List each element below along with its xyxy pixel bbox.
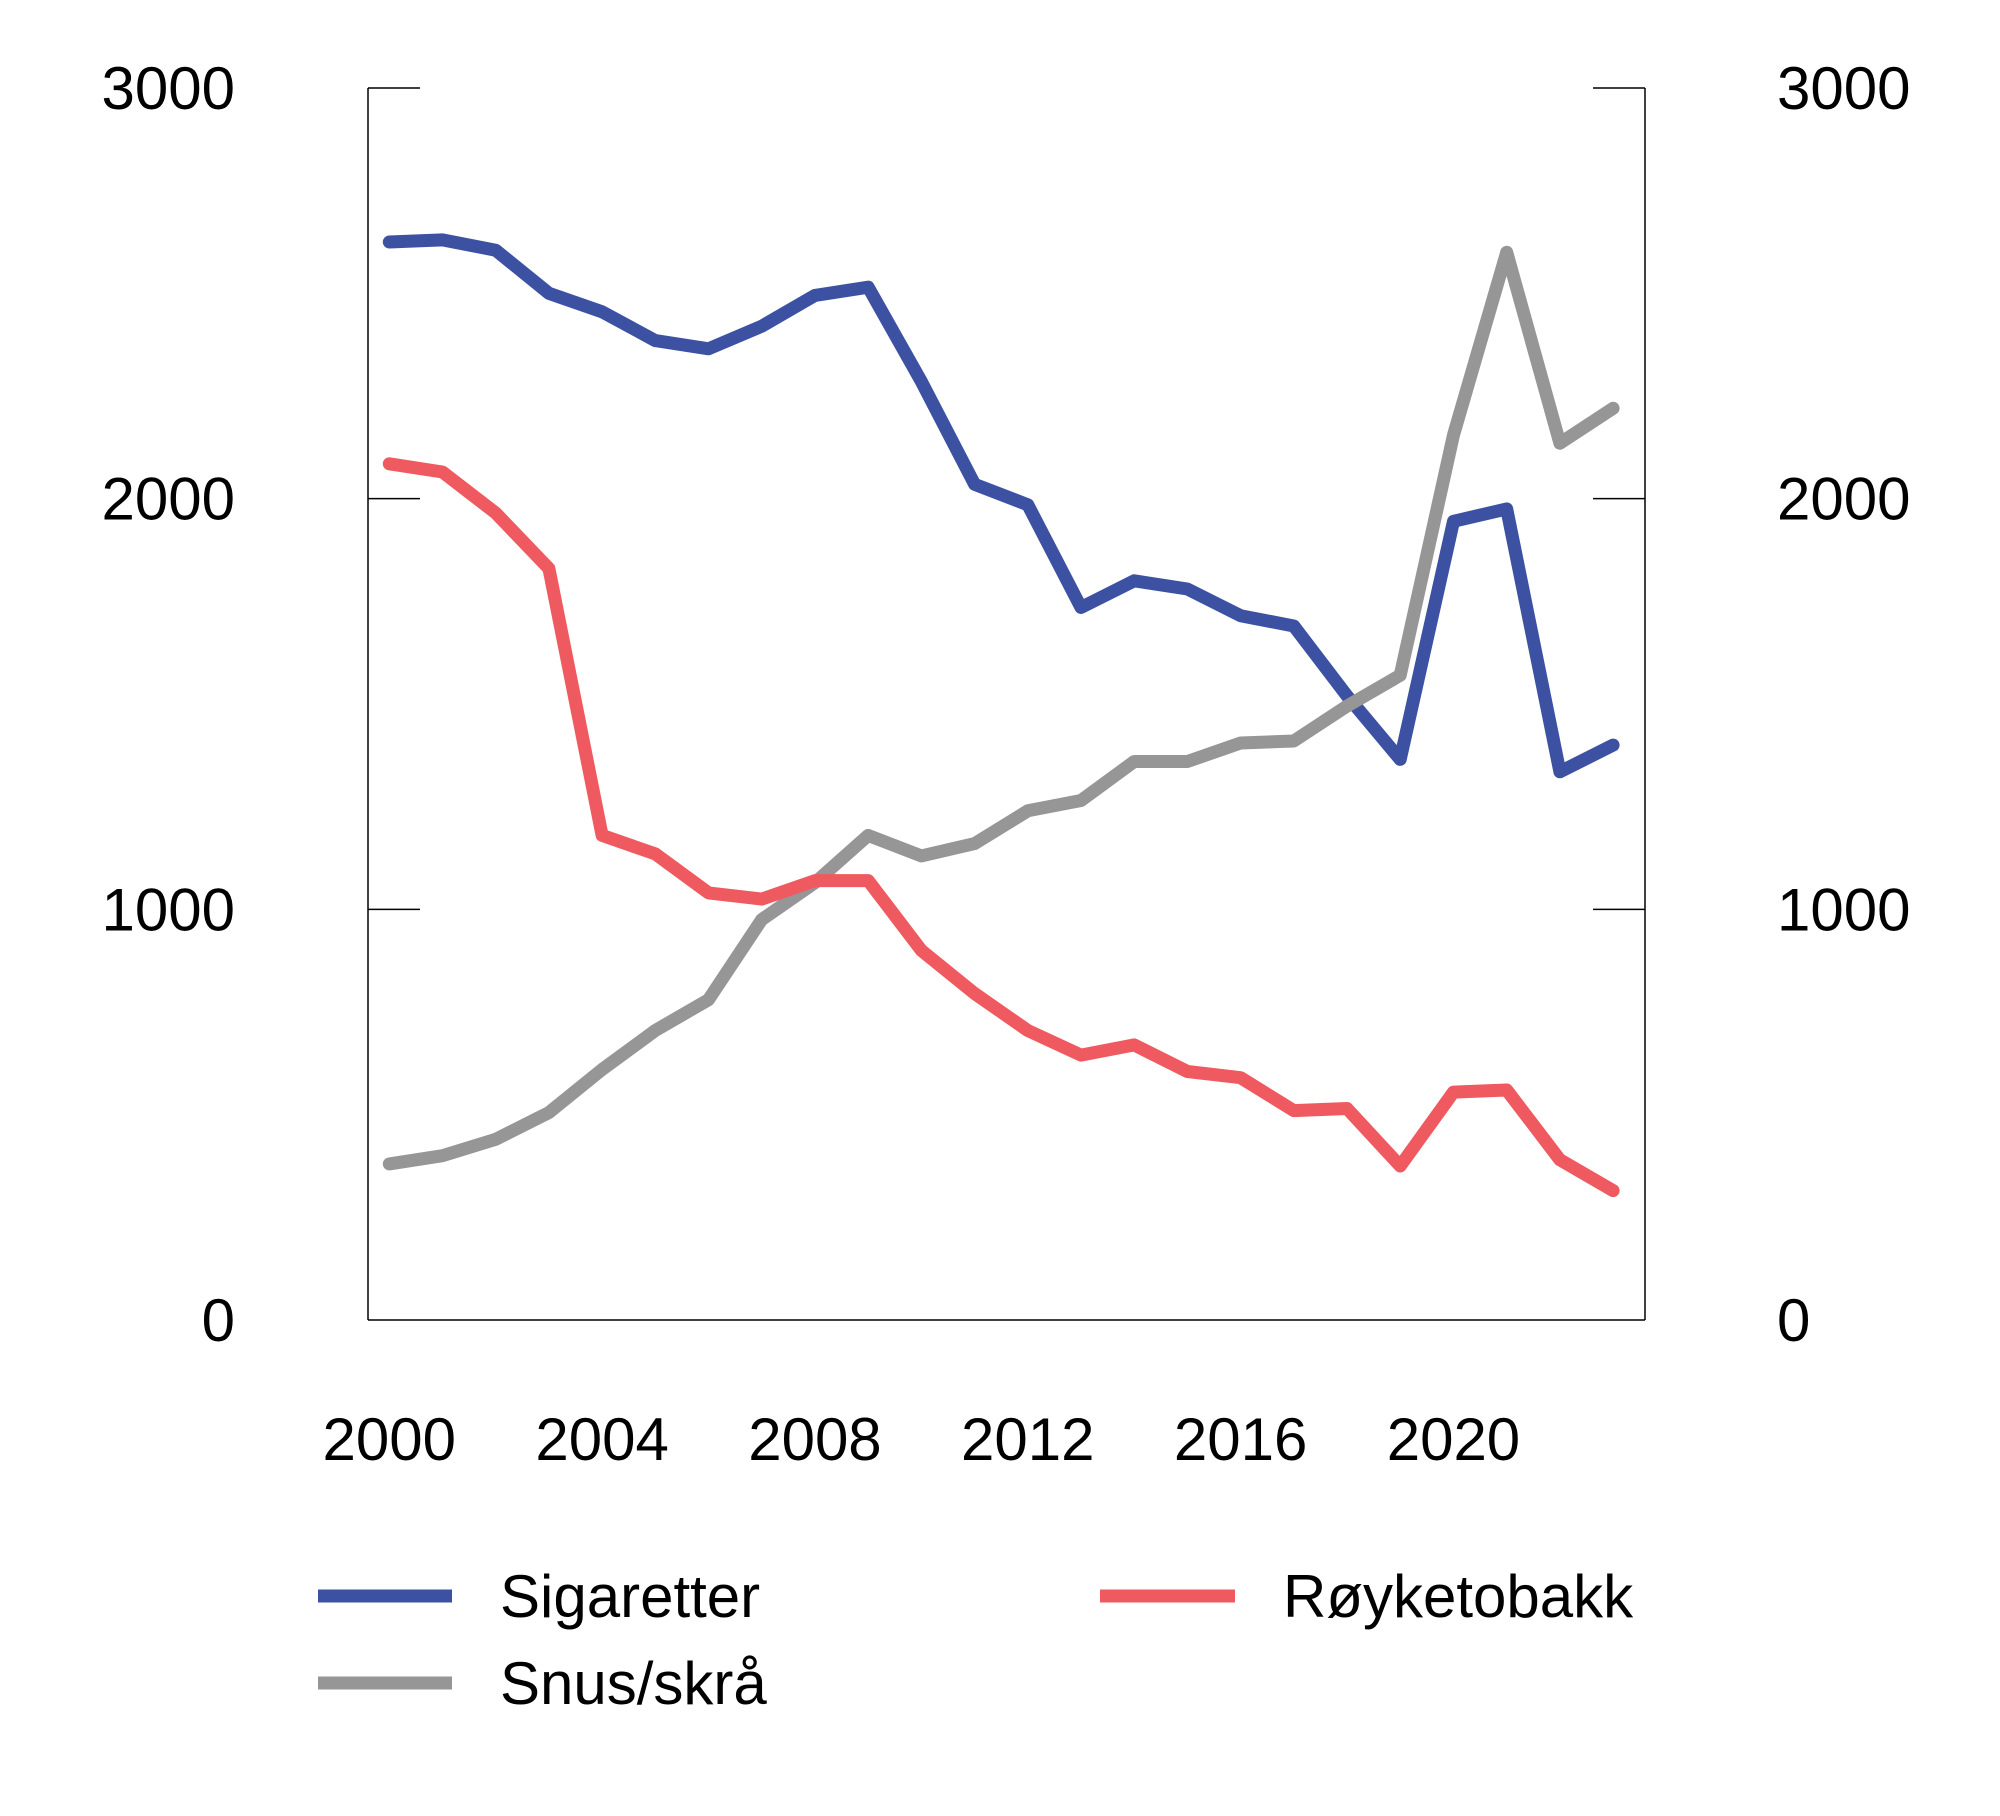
series-line-snus-skr- [382, 245, 1620, 1171]
legend-label: Sigaretter [500, 1563, 760, 1630]
y-tick-label-right: 0 [1777, 1287, 1810, 1354]
legend-label: Røyketobakk [1283, 1563, 1634, 1630]
y-tick-label-right: 1000 [1777, 876, 1910, 943]
y-tick-label-left: 2000 [102, 466, 235, 533]
y-tick-label-left: 0 [202, 1287, 235, 1354]
x-tick-label: 2016 [1174, 1406, 1307, 1473]
series-layer [382, 233, 1620, 1198]
x-tick-label: 2008 [748, 1406, 881, 1473]
x-tick-label: 2020 [1387, 1406, 1520, 1473]
x-tick-label: 2004 [535, 1406, 668, 1473]
y-tick-label-right: 2000 [1777, 466, 1910, 533]
y-tick-label-right: 3000 [1777, 55, 1910, 122]
y-tick-label-left: 3000 [102, 55, 235, 122]
x-tick-label: 2000 [323, 1406, 456, 1473]
legend: Sigaretter Snus/skrå Røyketobakk [318, 1563, 1634, 1717]
series-line-sigaretter [382, 233, 1620, 779]
x-tick-label: 2012 [961, 1406, 1094, 1473]
series-line-r-yketobakk [382, 457, 1620, 1198]
legend-label: Snus/skrå [500, 1650, 767, 1717]
y-tick-label-left: 1000 [102, 876, 235, 943]
axes: 0 0 1000 1000 2000 2000 3000 3000 2000 2004 2008 20… [102, 55, 1911, 1473]
